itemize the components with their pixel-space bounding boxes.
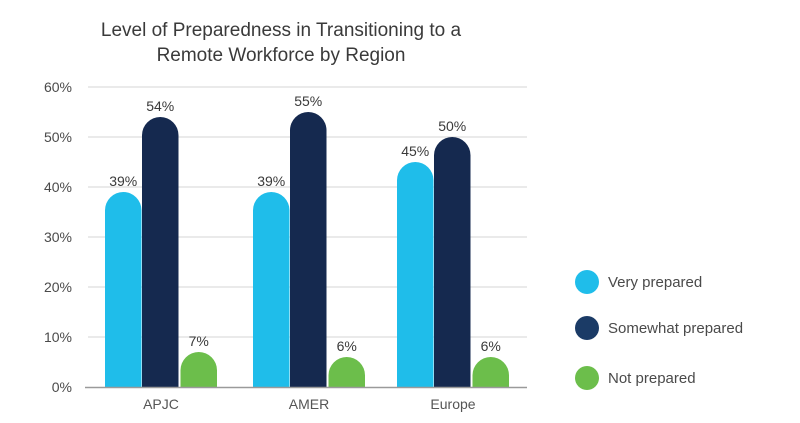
bar-amer-not-prepared [328,357,365,387]
data-label-europe-not-prepared: 6% [481,338,501,354]
data-label-amer-not-prepared: 6% [337,338,357,354]
data-label-europe-somewhat-prepared: 50% [438,118,466,134]
y-tick-label: 40% [44,179,72,195]
legend-swatch [575,270,599,294]
bars [105,112,509,387]
bar-europe-somewhat-prepared [434,137,471,387]
legend-swatch [575,366,599,390]
legend: Very prepared Somewhat prepared Not prepar… [575,270,743,390]
data-labels: 39% 54% 7% 39% 55% 6% 45% 50% 6% [109,93,501,354]
bar-apjc-very-prepared [105,192,142,387]
y-tick-label: 30% [44,229,72,245]
y-tick-label: 0% [52,379,72,395]
y-tick-label: 60% [44,79,72,95]
legend-item-somewhat-prepared: Somewhat prepared [575,316,743,340]
legend-label: Not prepared [608,370,696,387]
y-axis: 0% 10% 20% 30% 40% 50% 60% [44,79,72,395]
x-tick-label: APJC [143,396,179,412]
bar-apjc-not-prepared [180,351,217,387]
bar-apjc-somewhat-prepared [142,117,179,387]
legend-item-not-prepared: Not prepared [575,366,696,390]
bar-europe-not-prepared [472,357,509,387]
x-axis: APJC AMER Europe [143,396,476,412]
data-label-apjc-very-prepared: 39% [109,173,137,189]
chart-title-line-1: Level of Preparedness in Transitioning t… [101,20,462,41]
legend-item-very-prepared: Very prepared [575,270,702,294]
legend-label: Somewhat prepared [608,320,743,337]
x-tick-label: AMER [289,396,329,412]
bar-europe-very-prepared [397,161,434,387]
data-label-apjc-somewhat-prepared: 54% [146,98,174,114]
y-tick-label: 20% [44,279,72,295]
legend-label: Very prepared [608,274,702,291]
y-tick-label: 10% [44,329,72,345]
bar-amer-somewhat-prepared [290,112,327,387]
data-label-amer-somewhat-prepared: 55% [294,93,322,109]
data-label-apjc-not-prepared: 7% [189,333,209,349]
legend-swatch [575,316,599,340]
data-label-europe-very-prepared: 45% [401,143,429,159]
chart-title-line-2: Remote Workforce by Region [157,45,406,66]
data-label-amer-very-prepared: 39% [257,173,285,189]
y-tick-label: 50% [44,129,72,145]
bar-amer-very-prepared [253,192,290,387]
chart-title: Level of Preparedness in Transitioning t… [101,20,462,66]
x-tick-label: Europe [430,396,475,412]
